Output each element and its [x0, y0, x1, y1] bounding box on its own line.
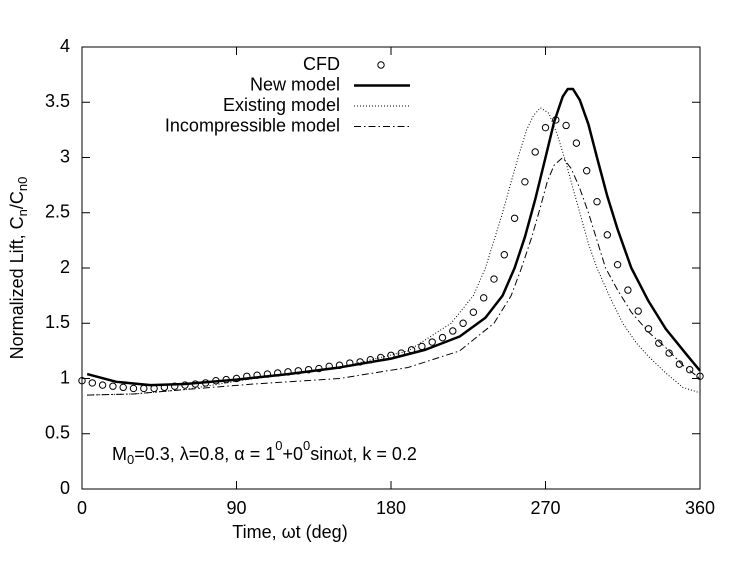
data-point	[119, 383, 127, 392]
data-point	[655, 339, 663, 347]
data-point	[490, 275, 498, 283]
x-tick-label: 270	[530, 498, 560, 518]
legend-marker	[377, 61, 385, 69]
data-point	[428, 338, 436, 346]
data-point	[469, 308, 478, 316]
legend-label: Existing model	[223, 95, 340, 115]
y-tick-label: 2.5	[45, 202, 70, 222]
data-point	[140, 384, 148, 393]
y-axis-label-part: /C	[7, 191, 27, 209]
x-axis-label: Time, ωt (deg)	[232, 522, 347, 542]
legend-label: CFD	[303, 54, 340, 74]
data-point	[593, 198, 601, 206]
y-tick-label: 1	[60, 367, 70, 387]
y-axis-label-part: n	[15, 209, 30, 216]
data-point	[541, 123, 550, 132]
data-point	[88, 379, 97, 387]
annotation-part: 0	[127, 452, 134, 467]
data-point	[418, 342, 426, 351]
data-point	[109, 382, 117, 390]
legend-label: Incompressible model	[165, 115, 340, 135]
series-line	[87, 157, 701, 396]
x-tick-label: 0	[77, 498, 87, 518]
y-tick-label: 3.5	[45, 91, 70, 111]
data-point	[675, 360, 684, 368]
data-point	[562, 121, 570, 130]
data-point	[521, 178, 529, 186]
y-axis-label: Normalized Lift, Cn/Cn0	[7, 177, 31, 360]
data-point	[304, 365, 313, 374]
data-point	[500, 251, 508, 259]
data-point	[686, 365, 694, 374]
y-axis-label-part: n0	[15, 177, 30, 191]
data-point	[613, 260, 622, 269]
y-tick-label: 0	[60, 478, 70, 498]
data-point	[624, 286, 632, 294]
data-point	[459, 319, 467, 327]
y-tick-label: 1.5	[45, 312, 70, 332]
y-tick-label: 2	[60, 257, 70, 277]
data-point	[603, 231, 611, 239]
data-point	[644, 325, 653, 333]
y-tick-label: 3	[60, 146, 70, 166]
data-point	[78, 377, 86, 385]
data-point	[438, 333, 447, 342]
x-tick-label: 360	[685, 498, 715, 518]
data-point	[531, 148, 539, 156]
x-tick-label: 90	[226, 498, 246, 518]
x-tick-label: 180	[376, 498, 406, 518]
y-tick-label: 0.5	[45, 423, 70, 443]
series-line	[87, 107, 701, 396]
data-point	[449, 327, 457, 335]
data-point	[572, 139, 581, 147]
data-point	[98, 381, 107, 389]
data-point	[696, 372, 704, 380]
data-point	[129, 384, 138, 393]
legend-label: New model	[250, 74, 340, 94]
series-line	[86, 87, 701, 387]
annotation-part: sinωt, k = 0.2	[310, 444, 417, 464]
annotation-part: 0	[275, 438, 282, 453]
y-axis-label-part: Normalized Lift, C	[7, 216, 27, 359]
annotation-part: 0	[303, 438, 310, 453]
annotation-part: =0.3, λ=0.8, α = 1	[134, 444, 275, 464]
data-point	[480, 294, 488, 302]
y-tick-label: 4	[60, 36, 70, 56]
data-point	[665, 349, 673, 357]
data-point	[583, 167, 591, 175]
data-point	[510, 214, 519, 222]
plot-frame	[81, 46, 701, 490]
data-point	[171, 382, 179, 390]
annotation-part: M	[112, 444, 127, 464]
annotation: M0=0.3, λ=0.8, α = 10+00sinωt, k = 0.2	[112, 438, 417, 467]
data-point	[634, 307, 642, 315]
annotation-part: +0	[282, 444, 303, 464]
